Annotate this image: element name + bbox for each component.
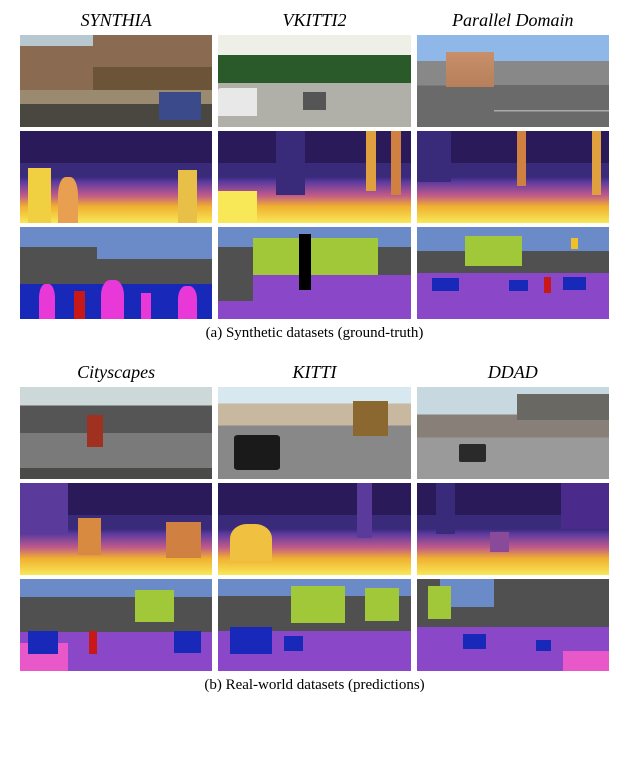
parallel-domain-rgb [417, 35, 609, 127]
real-seg-row [20, 579, 609, 671]
kitti-depth [218, 483, 410, 575]
kitti-rgb [218, 387, 410, 479]
real-rgb-row [20, 387, 609, 479]
synthetic-caption: (a) Synthetic datasets (ground-truth) [20, 325, 609, 342]
synthetic-rgb-row [20, 35, 609, 127]
header-parallel-domain: Parallel Domain [417, 10, 609, 31]
kitti-seg [218, 579, 410, 671]
vkitti2-depth [218, 131, 410, 223]
vkitti2-seg [218, 227, 410, 319]
header-cityscapes: Cityscapes [20, 362, 212, 383]
ddad-depth [417, 483, 609, 575]
synthia-rgb [20, 35, 212, 127]
header-ddad: DDAD [417, 362, 609, 383]
ddad-rgb [417, 387, 609, 479]
parallel-domain-depth [417, 131, 609, 223]
header-kitti: KITTI [218, 362, 410, 383]
parallel-domain-seg [417, 227, 609, 319]
header-synthia: SYNTHIA [20, 10, 212, 31]
real-depth-row [20, 483, 609, 575]
real-caption: (b) Real-world datasets (predictions) [20, 677, 609, 694]
synthetic-depth-row [20, 131, 609, 223]
synthetic-header-row: SYNTHIA VKITTI2 Parallel Domain [20, 10, 609, 31]
synthetic-seg-row [20, 227, 609, 319]
real-header-row: Cityscapes KITTI DDAD [20, 362, 609, 383]
synthetic-section: SYNTHIA VKITTI2 Parallel Domain [20, 10, 609, 342]
cityscapes-seg [20, 579, 212, 671]
cityscapes-depth [20, 483, 212, 575]
real-section: Cityscapes KITTI DDAD [20, 362, 609, 694]
vkitti2-rgb [218, 35, 410, 127]
synthia-depth [20, 131, 212, 223]
ddad-seg [417, 579, 609, 671]
cityscapes-rgb [20, 387, 212, 479]
synthia-seg [20, 227, 212, 319]
header-vkitti2: VKITTI2 [218, 10, 410, 31]
